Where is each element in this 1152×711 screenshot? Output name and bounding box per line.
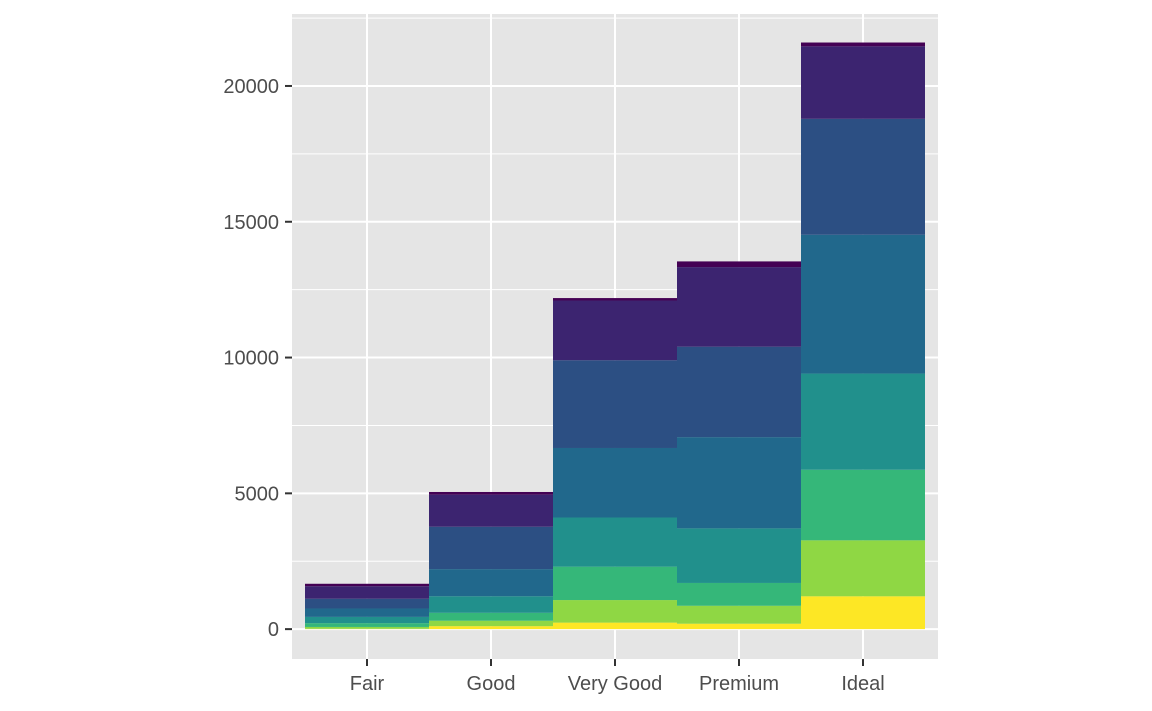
bar-segment xyxy=(801,540,925,597)
bar-segment xyxy=(553,360,677,448)
bar-segment xyxy=(677,623,801,630)
bars xyxy=(305,42,925,630)
bar-segment xyxy=(677,528,801,583)
bar-segment xyxy=(429,620,553,627)
bar-segment xyxy=(553,600,677,623)
bar-segment xyxy=(305,583,429,587)
y-tick-label: 10000 xyxy=(223,348,279,370)
x-tick-label: Very Good xyxy=(568,673,663,695)
bar-segment xyxy=(677,267,801,347)
bar-segment xyxy=(429,612,553,621)
x-tick-label: Fair xyxy=(350,673,385,695)
bar-segment xyxy=(801,234,925,374)
bar-segment xyxy=(677,582,801,606)
bar-segment xyxy=(553,447,677,518)
bar-segment xyxy=(801,118,925,235)
bar-segment xyxy=(677,437,801,529)
bar-segment xyxy=(305,608,429,617)
bar-segment xyxy=(677,346,801,438)
bar-segment xyxy=(553,298,677,301)
bar-segment xyxy=(429,569,553,597)
bar-segment xyxy=(305,616,429,624)
y-axis: 0 5000 10000 15000 20000 xyxy=(223,76,292,641)
bar-segment xyxy=(553,566,677,601)
bar-segment xyxy=(429,596,553,613)
bar-segment xyxy=(429,626,553,630)
x-axis: Fair Good Very Good Premium Ideal xyxy=(350,659,885,695)
bar-segment xyxy=(553,517,677,567)
bar-segment xyxy=(305,586,429,599)
bar-segment xyxy=(429,526,553,570)
bar-segment xyxy=(553,300,677,361)
y-tick-label: 20000 xyxy=(223,76,279,98)
y-tick-label: 0 xyxy=(268,619,279,641)
bar-segment xyxy=(801,42,925,47)
bar-segment xyxy=(677,605,801,624)
y-tick-label: 5000 xyxy=(235,483,280,505)
bar-segment xyxy=(305,623,429,627)
bar-segment xyxy=(305,598,429,609)
bar-segment xyxy=(801,469,925,541)
y-tick-label: 15000 xyxy=(223,212,279,234)
bar-segment xyxy=(305,626,429,629)
bar-segment xyxy=(801,596,925,630)
bar-segment xyxy=(677,261,801,268)
bar-segment xyxy=(429,494,553,527)
bar-segment xyxy=(801,373,925,470)
x-tick-label: Ideal xyxy=(841,673,884,695)
bar-segment xyxy=(553,622,677,630)
bar-segment xyxy=(801,46,925,119)
x-tick-label: Premium xyxy=(699,673,779,695)
bar-segment xyxy=(429,491,553,495)
x-tick-label: Good xyxy=(467,673,516,695)
